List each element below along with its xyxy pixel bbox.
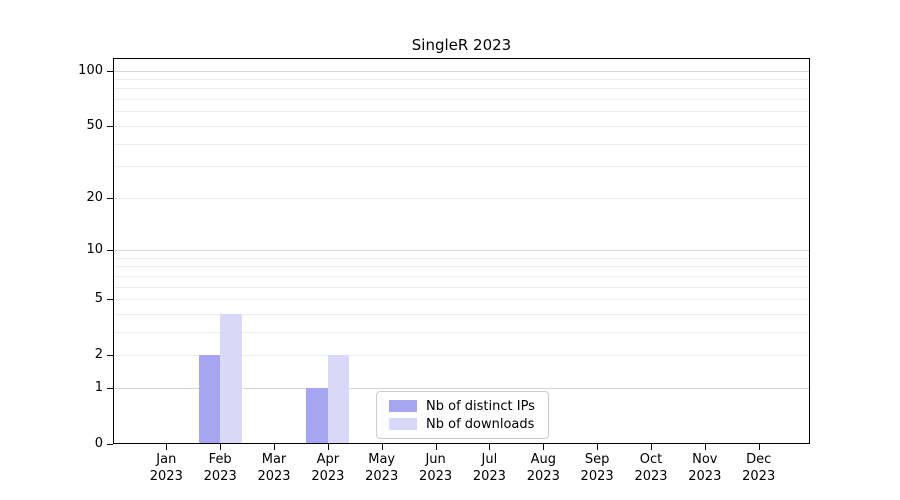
x-tick-label: Jun 2023	[419, 452, 453, 484]
y-tick-label: 20	[86, 189, 103, 205]
bar-nb-of-distinct-ips-feb	[198, 355, 221, 443]
grid-minor-line	[114, 313, 809, 315]
x-tick-mark	[435, 444, 437, 450]
x-tick-label: Jan 2023	[149, 452, 183, 484]
x-tick-mark	[651, 444, 652, 450]
x-tick-mark	[543, 444, 545, 450]
grid-minor-line	[114, 197, 809, 199]
grid-minor-line	[114, 275, 809, 277]
x-tick-mark	[166, 444, 168, 450]
y-tick-label: 5	[94, 291, 103, 306]
x-tick-label: Mar 2023	[257, 452, 291, 484]
y-tick-label: 50	[86, 117, 103, 133]
y-tick-label: 0	[94, 436, 103, 451]
y-tick-label: 100	[78, 62, 103, 78]
y-tick-mark	[107, 125, 113, 127]
grid-minor-line	[114, 331, 809, 333]
bar-nb-of-downloads-apr	[327, 355, 350, 443]
y-tick-mark	[107, 70, 113, 72]
y-tick-label: 1	[94, 379, 103, 395]
y-tick-mark	[107, 444, 113, 445]
grid-minor-line	[114, 88, 809, 90]
y-tick-mark	[107, 197, 113, 199]
grid-minor-line	[114, 79, 809, 80]
x-tick-label: May 2023	[365, 452, 399, 484]
legend-swatch-downloads-icon	[389, 418, 417, 430]
grid-minor-line	[114, 286, 809, 288]
legend-item-downloads: Nb of downloads	[389, 417, 548, 432]
x-tick-mark	[220, 444, 222, 450]
legend-label-distinct-ips: Nb of distinct IPs	[426, 398, 535, 414]
legend-label-downloads: Nb of downloads	[426, 416, 535, 432]
x-tick-label: Oct 2023	[634, 452, 668, 484]
y-tick-label: 2	[94, 347, 103, 363]
plot-area	[113, 58, 810, 444]
x-tick-mark	[704, 444, 706, 450]
x-tick-label: Apr 2023	[311, 452, 345, 484]
grid-major-line	[114, 387, 809, 389]
x-tick-label: Aug 2023	[526, 452, 560, 484]
x-tick-label: Nov 2023	[688, 452, 722, 484]
legend-swatch-distinct-ips-icon	[389, 400, 417, 412]
y-tick-mark	[107, 299, 113, 300]
legend: Nb of distinct IPs Nb of downloads	[376, 391, 549, 439]
x-tick-label: Dec 2023	[742, 452, 776, 484]
y-tick-label: 10	[86, 242, 103, 257]
y-tick-mark	[107, 387, 113, 389]
x-tick-mark	[489, 444, 491, 450]
grid-minor-line	[114, 143, 809, 145]
grid-major-line	[114, 250, 809, 251]
x-tick-label: Sep 2023	[580, 452, 614, 484]
grid-minor-line	[114, 111, 809, 113]
y-tick-mark	[107, 250, 113, 251]
x-tick-mark	[327, 444, 329, 450]
y-tick-mark	[107, 355, 113, 357]
grid-minor-line	[114, 257, 809, 259]
bar-nb-of-distinct-ips-apr	[306, 387, 328, 443]
x-tick-mark	[597, 444, 599, 450]
legend-item-distinct-ips: Nb of distinct IPs	[389, 399, 548, 414]
grid-major-line	[114, 70, 809, 72]
x-tick-mark	[381, 444, 383, 450]
x-tick-label: Jul 2023	[472, 452, 506, 484]
x-tick-label: Feb 2023	[203, 452, 237, 484]
grid-minor-line	[114, 99, 809, 101]
grid-minor-line	[114, 266, 809, 268]
grid-minor-line	[114, 299, 809, 300]
bar-nb-of-downloads-feb	[220, 313, 242, 443]
grid-minor-line	[114, 166, 809, 168]
grid-minor-line	[114, 125, 809, 127]
grid-minor-line	[114, 355, 809, 357]
x-tick-mark	[758, 444, 760, 450]
x-tick-mark	[274, 444, 275, 450]
chart-title: SingleR 2023	[411, 36, 512, 54]
